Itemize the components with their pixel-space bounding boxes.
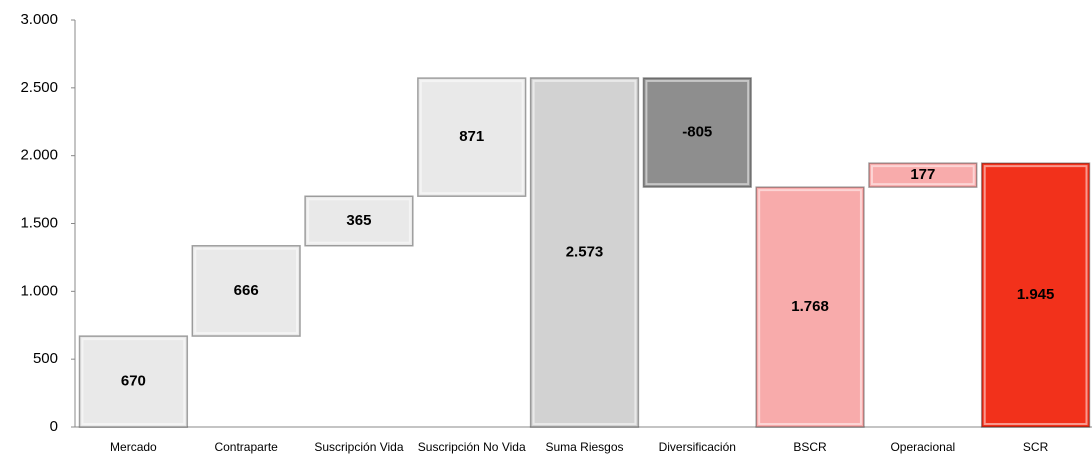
bar [755,186,865,428]
x-tick-label: Contraparte [214,440,278,454]
value-label: 1.945 [1017,286,1055,303]
x-tick-label: BSCR [793,440,827,454]
x-tick-label: SCR [1022,440,1049,454]
x-tick-label: Operacional [890,440,956,454]
y-tick-label: 1.000 [20,282,58,299]
value-label: 365 [346,212,371,229]
y-tick-label: 1.500 [20,214,58,231]
bar-bevel [419,80,524,195]
bar-bevel [645,79,750,186]
bar-bevel [532,79,637,426]
y-tick-label: 0 [50,418,58,435]
value-label: 670 [121,373,146,390]
value-label: 666 [234,282,259,299]
bar-bevel [758,189,862,425]
value-label: 871 [459,128,484,145]
x-tick-label: Suscripción No Vida [417,440,526,454]
y-tick-label: 500 [33,350,58,367]
x-tick-label: Mercado [110,440,157,454]
bar-bevel [983,165,1088,425]
x-tick-label: Suma Riesgos [545,440,624,454]
bar [642,77,752,188]
x-tick-label: Suscripción Vida [314,440,404,454]
bar-bevel [307,198,411,244]
value-label: 2.573 [566,243,604,260]
bar [417,77,527,197]
bar-bevel [870,165,975,186]
bar [304,195,414,247]
bar-bevel [81,338,186,425]
value-label: 177 [910,166,935,183]
bar [980,162,1091,428]
y-tick-label: 2.500 [20,79,58,96]
x-tick-label: Diversificación [658,440,736,454]
value-label: 1.768 [791,298,829,315]
bar-bevel [194,247,299,335]
y-tick-label: 2.000 [20,147,58,164]
bar [529,77,640,428]
y-tick-label: 3.000 [20,11,58,28]
value-label: -805 [682,124,712,141]
bar [191,244,301,337]
bar [868,162,978,188]
bar [78,335,189,428]
